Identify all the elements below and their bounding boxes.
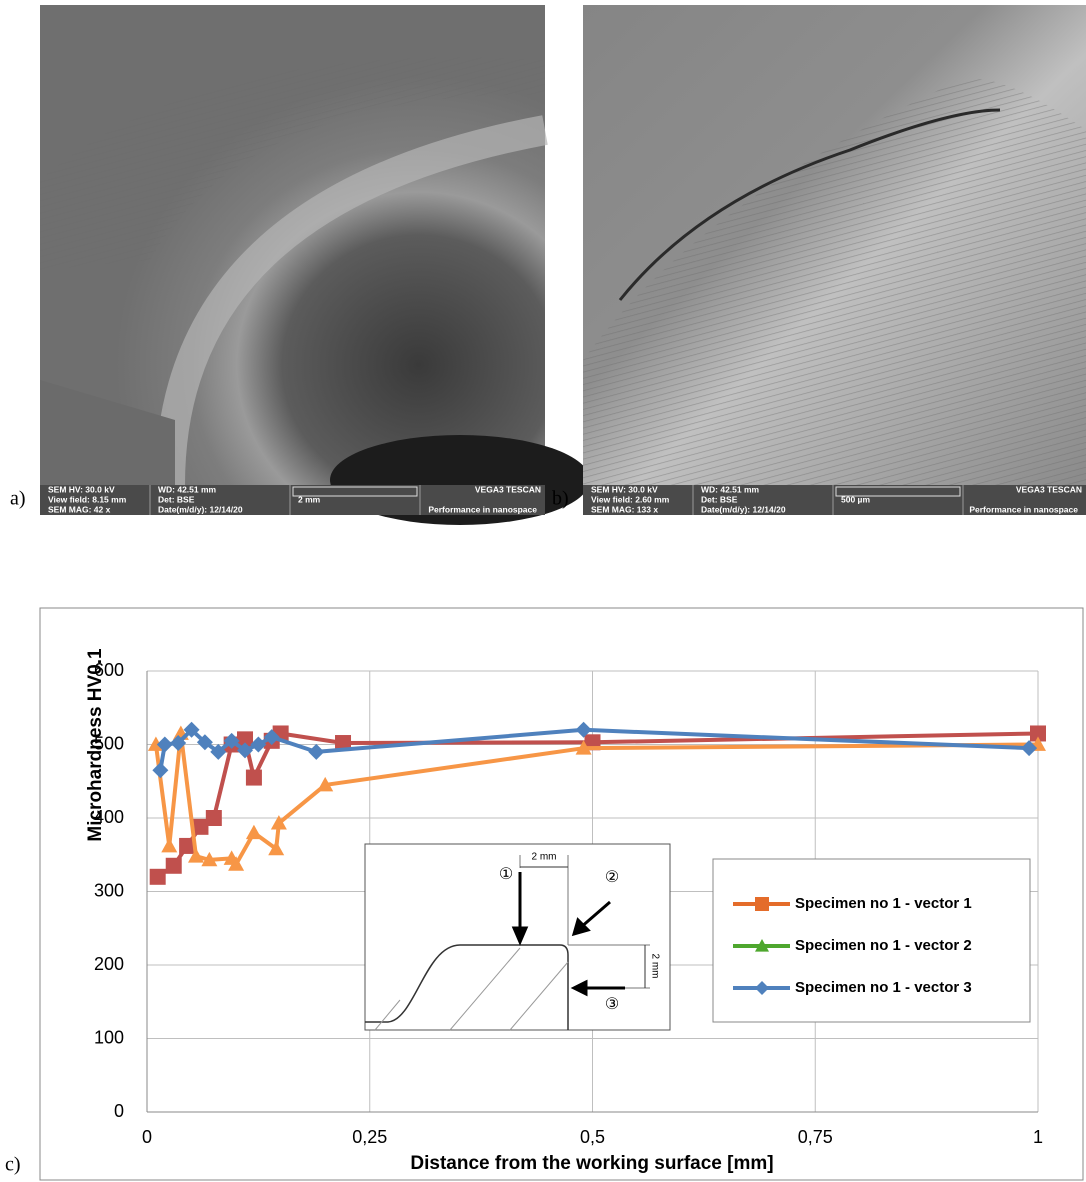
- info-text: VEGA3 TESCAN: [475, 484, 541, 494]
- legend-label: Specimen no 1 - vector 2: [795, 937, 972, 954]
- marker: [270, 815, 287, 830]
- marker: [201, 851, 218, 867]
- y-axis-title: Microhardness HV0.1: [85, 648, 106, 842]
- legend-label: Specimen no 1 - vector 1: [795, 895, 972, 912]
- marker: [755, 939, 769, 952]
- info-text: Det: BSE: [158, 494, 195, 504]
- y-tick-label: 200: [94, 954, 124, 974]
- inset-label: ①: [499, 866, 513, 883]
- sem-image-b: [583, 5, 1086, 486]
- marker: [192, 818, 209, 835]
- inset-label: ②: [605, 869, 619, 886]
- info-text: SEM MAG: 133 x: [591, 504, 658, 514]
- marker: [755, 981, 769, 995]
- marker: [237, 731, 254, 748]
- x-tick-label: 1: [1033, 1127, 1043, 1147]
- marker: [161, 837, 178, 853]
- marker: [317, 776, 334, 792]
- info-text: SEM HV: 30.0 kV: [591, 484, 658, 494]
- legend-label: Specimen no 1 - vector 3: [795, 979, 972, 996]
- info-text: Performance in nanospace: [428, 504, 537, 514]
- arrow: [570, 979, 625, 997]
- x-tick-label: 0,25: [352, 1127, 387, 1147]
- y-tick-label: 300: [94, 880, 124, 900]
- info-text: 2 mm: [298, 494, 321, 504]
- inset-dimension: 2 mm: [649, 954, 660, 979]
- y-tick-label: 600: [94, 660, 124, 680]
- legend-box: [712, 858, 1031, 1023]
- profile: [365, 944, 569, 1030]
- inset-label: ③: [605, 996, 619, 1013]
- marker: [149, 868, 166, 885]
- marker: [237, 742, 254, 759]
- x-axis-title: Distance from the working surface [mm]: [410, 1153, 773, 1174]
- info-text: View field: 8.15 mm: [48, 494, 127, 504]
- inset-dimension: 2 mm: [532, 852, 557, 863]
- info-text: WD: 42.51 mm: [701, 484, 760, 494]
- marker: [223, 732, 240, 749]
- scale-box: [835, 486, 961, 497]
- marker: [165, 857, 182, 874]
- marker: [245, 769, 262, 786]
- hatch-line: [449, 947, 521, 1031]
- info-text: VEGA3 TESCAN: [1016, 484, 1082, 494]
- arrow: [511, 872, 529, 946]
- marker: [156, 736, 173, 753]
- y-tick-label: 400: [94, 807, 124, 827]
- marker: [179, 837, 196, 854]
- marker: [575, 740, 592, 755]
- info-text: 500 µm: [841, 494, 870, 504]
- marker: [263, 729, 280, 746]
- panel-label: c): [5, 1154, 21, 1176]
- info-text: SEM MAG: 42 x: [48, 504, 111, 514]
- marker: [183, 721, 200, 738]
- scale-box: [292, 486, 418, 497]
- panel-label: a): [10, 488, 26, 510]
- sem-image-a: [40, 5, 590, 525]
- arrow: [571, 900, 611, 937]
- marker: [205, 810, 222, 826]
- info-text: WD: 42.51 mm: [158, 484, 217, 494]
- panel-label: b): [552, 488, 569, 510]
- marker: [755, 897, 769, 911]
- marker: [228, 856, 245, 871]
- info-text: Det: BSE: [701, 494, 738, 504]
- x-tick-label: 0: [142, 1127, 152, 1147]
- x-tick-label: 0,5: [580, 1127, 605, 1147]
- marker: [1030, 725, 1046, 742]
- y-tick-label: 500: [94, 733, 124, 753]
- y-tick-label: 100: [94, 1027, 124, 1047]
- info-bar: [583, 485, 1086, 515]
- hatch-line: [374, 999, 401, 1031]
- info-text: Performance in nanospace: [969, 504, 1078, 514]
- marker: [152, 762, 169, 779]
- info-text: SEM HV: 30.0 kV: [48, 484, 115, 494]
- marker: [308, 743, 325, 760]
- marker: [196, 734, 213, 751]
- y-tick-label: 0: [114, 1101, 124, 1121]
- marker: [250, 736, 267, 753]
- info-text: View field: 2.60 mm: [591, 494, 670, 504]
- info-text: Date(m/d/y): 12/14/20: [701, 504, 786, 514]
- marker: [268, 840, 285, 856]
- marker: [335, 735, 352, 752]
- inset-diagram: ① ② ③ 2 mm 2 mm: [364, 843, 671, 1031]
- hatch-line: [509, 961, 569, 1031]
- x-tick-label: 0,75: [798, 1127, 833, 1147]
- marker: [188, 848, 205, 863]
- marker: [210, 743, 227, 760]
- marker: [575, 721, 592, 738]
- info-text: Date(m/d/y): 12/14/20: [158, 504, 243, 514]
- marker: [170, 735, 187, 752]
- marker: [245, 824, 262, 840]
- marker: [1021, 740, 1038, 757]
